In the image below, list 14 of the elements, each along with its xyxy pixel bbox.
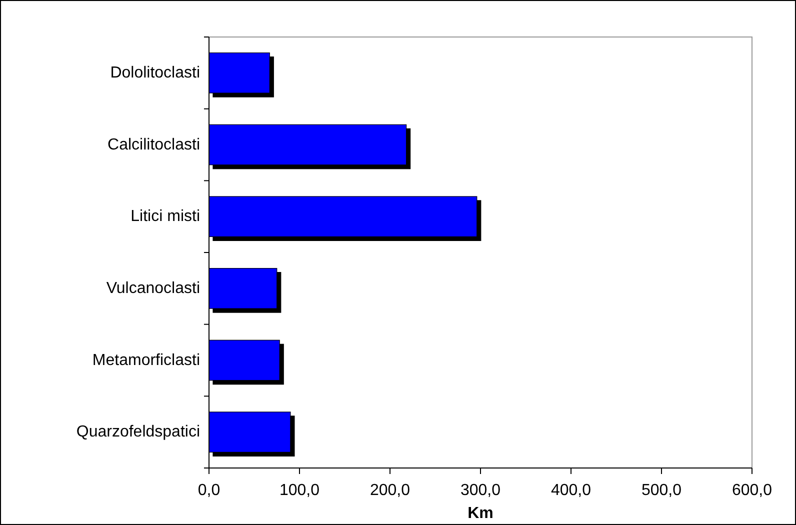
x-tick-label: 600,0 — [732, 482, 772, 499]
y-tick-label: Litici misti — [130, 208, 200, 226]
y-tick-label: Calcilitoclasti — [108, 136, 200, 154]
y-tick-label: Metamorficlasti — [92, 352, 200, 369]
x-axis-title: Km — [468, 505, 494, 522]
y-tick-label: Vulcanoclasti — [106, 280, 200, 297]
x-tick-label: 500,0 — [641, 482, 682, 499]
x-tick-label: 200,0 — [370, 482, 410, 499]
y-tick-label: Dololitoclasti — [110, 64, 200, 82]
x-tick-label: 100,0 — [279, 482, 320, 499]
y-tick-label: Quarzofeldspatici — [76, 424, 200, 441]
x-tick-label: 300,0 — [460, 482, 501, 499]
x-tick-label: 0,0 — [198, 482, 220, 499]
x-tick-label: 400,0 — [550, 482, 592, 499]
